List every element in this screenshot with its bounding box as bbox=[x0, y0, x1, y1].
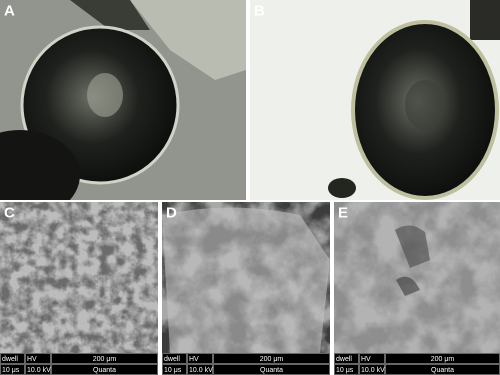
info-text: HV bbox=[189, 356, 199, 363]
info-text: HV bbox=[27, 356, 37, 363]
panel-a-image bbox=[0, 0, 246, 200]
panel-label: A bbox=[4, 2, 15, 19]
info-text: 10 μs bbox=[164, 367, 182, 374]
info-bar bbox=[334, 353, 500, 375]
info-text: 10 μs bbox=[336, 367, 354, 374]
info-bar bbox=[162, 353, 330, 375]
panel-d-image bbox=[162, 202, 330, 353]
info-text: dwell bbox=[164, 356, 180, 363]
info-text: Quanta bbox=[93, 367, 116, 374]
info-text: 10.0 kV bbox=[27, 367, 51, 374]
panel-label: B bbox=[254, 2, 265, 19]
panel-b-image bbox=[250, 0, 500, 200]
info-text: 10.0 kV bbox=[361, 367, 385, 374]
info-text: Quanta bbox=[431, 367, 454, 374]
panel-label: D bbox=[166, 204, 177, 221]
panel-c-image bbox=[0, 202, 158, 353]
panel-label: C bbox=[4, 204, 15, 221]
info-text: dwell bbox=[336, 356, 352, 363]
panel-e-image bbox=[334, 202, 500, 353]
info-cell bbox=[0, 353, 25, 364]
info-text: 10.0 kV bbox=[189, 367, 213, 374]
info-cell bbox=[359, 353, 385, 364]
panel-label: E bbox=[338, 204, 348, 221]
info-text: dwell bbox=[2, 356, 18, 363]
info-cell bbox=[213, 353, 330, 364]
info-cell bbox=[25, 353, 51, 364]
info-text: 10 μs bbox=[2, 367, 20, 374]
info-text: 200 μm bbox=[431, 356, 455, 363]
info-cell bbox=[334, 353, 359, 364]
info-cell bbox=[187, 353, 213, 364]
info-cell bbox=[162, 353, 187, 364]
info-text: HV bbox=[361, 356, 371, 363]
info-text: 200 μm bbox=[93, 356, 117, 363]
info-text: 200 μm bbox=[260, 356, 284, 363]
info-cell bbox=[51, 353, 158, 364]
info-text: Quanta bbox=[260, 367, 283, 374]
info-bar bbox=[0, 353, 158, 375]
